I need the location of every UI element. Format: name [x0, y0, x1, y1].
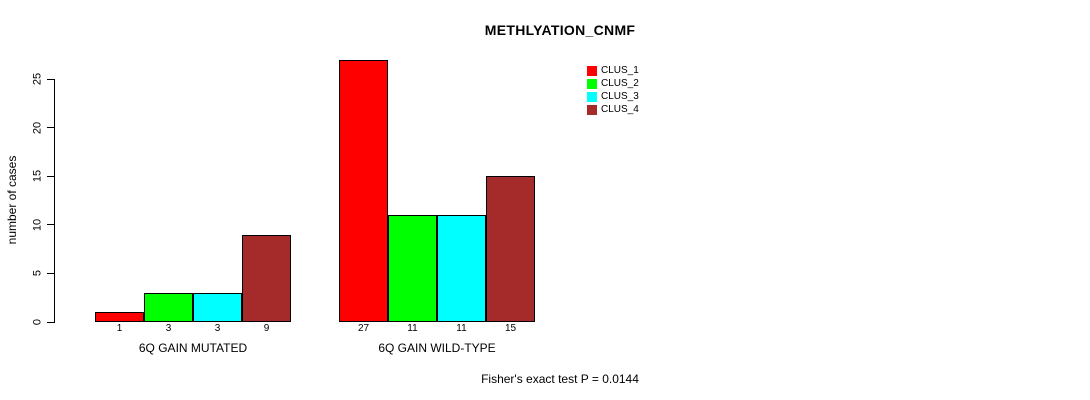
legend-swatch-clus_2	[587, 78, 597, 89]
y-tick-label: 0	[31, 318, 44, 326]
x-group-label: 6Q GAIN MUTATED	[138, 341, 248, 355]
bar-clus_3-group1	[193, 293, 242, 322]
y-axis-line	[54, 79, 55, 323]
bar-clus_4-group1	[242, 235, 291, 322]
bar-clus_1-group1	[95, 312, 144, 322]
x-group-label: 6Q GAIN WILD-TYPE	[378, 341, 496, 355]
legend-item-clus_4: CLUS_4	[587, 103, 639, 116]
legend-item-label: CLUS_2	[601, 77, 639, 89]
legend-swatch-clus_1	[587, 65, 597, 76]
y-tick-label: 15	[31, 170, 44, 183]
fisher-test-annotation: Fisher's exact test P = 0.0144	[481, 372, 639, 386]
bar-clus_2-group1	[144, 293, 193, 322]
y-tick-label: 25	[31, 72, 44, 86]
y-tick-label: 20	[31, 121, 44, 134]
bar-value-label: 11	[456, 323, 467, 334]
y-tick-mark	[47, 321, 54, 323]
legend-item-label: CLUS_4	[601, 103, 639, 115]
bar-value-label: 9	[263, 323, 270, 334]
legend-swatch-clus_4	[587, 104, 597, 115]
y-tick-mark	[47, 78, 54, 80]
legend-swatch-clus_3	[587, 91, 597, 102]
legend-item-clus_1: CLUS_1	[587, 64, 639, 77]
y-tick-mark	[47, 272, 54, 274]
bar-value-label: 27	[357, 323, 370, 334]
y-tick-label: 10	[31, 218, 44, 231]
y-tick-mark	[47, 175, 54, 177]
bar-value-label: 3	[214, 323, 221, 334]
bar-clus_4-group2	[486, 176, 535, 322]
bar-value-label: 1	[116, 323, 123, 334]
bar-clus_3-group2	[437, 215, 486, 322]
y-tick-mark	[47, 224, 54, 226]
legend-item-clus_3: CLUS_3	[587, 90, 639, 103]
legend-item-label: CLUS_3	[601, 90, 639, 102]
bar-value-label: 15	[504, 323, 517, 334]
y-axis-label: number of cases	[5, 155, 19, 245]
chart-legend: CLUS_1 CLUS_2 CLUS_3 CLUS_4	[587, 64, 639, 116]
bar-value-label: 11	[407, 323, 418, 334]
legend-item-label: CLUS_1	[601, 64, 639, 76]
bar-clus_1-group2	[339, 60, 388, 322]
chart-title: METHLYATION_CNMF	[484, 22, 636, 38]
y-tick-mark	[47, 127, 54, 129]
legend-item-clus_2: CLUS_2	[587, 77, 639, 90]
bar-clus_2-group2	[388, 215, 437, 322]
y-tick-label: 5	[31, 270, 44, 277]
bar-value-label: 3	[165, 323, 172, 334]
